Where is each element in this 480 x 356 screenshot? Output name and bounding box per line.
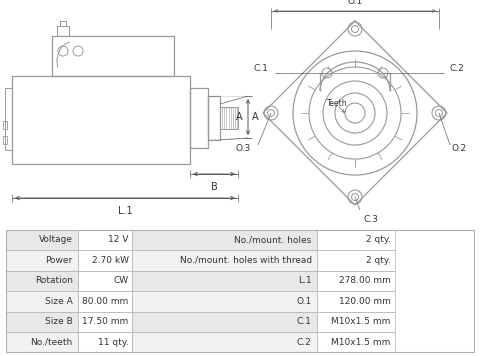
Bar: [78, 230, 132, 250]
Bar: [6, 230, 78, 250]
Bar: [132, 250, 317, 271]
Text: C.2: C.2: [450, 63, 465, 73]
Text: No./mount. holes: No./mount. holes: [234, 235, 312, 244]
Text: 11 qty.: 11 qty.: [98, 338, 129, 347]
Text: 120.00 mm: 120.00 mm: [339, 297, 391, 306]
Text: 278.00 mm: 278.00 mm: [339, 276, 391, 285]
Text: O.3: O.3: [235, 143, 250, 152]
Text: B: B: [211, 182, 217, 192]
Bar: [12, 76, 190, 164]
Text: A: A: [252, 112, 259, 122]
Bar: [132, 312, 317, 332]
Bar: [190, 88, 208, 148]
Text: Size B: Size B: [45, 317, 73, 326]
Text: Power: Power: [46, 256, 73, 265]
Text: C.1: C.1: [253, 63, 268, 73]
Bar: [52, 36, 174, 76]
Bar: [78, 271, 132, 291]
Bar: [132, 230, 317, 250]
Bar: [6, 332, 78, 352]
Text: M10x1.5 mm: M10x1.5 mm: [332, 338, 391, 347]
Bar: [317, 250, 395, 271]
Bar: [78, 332, 132, 352]
Bar: [208, 96, 220, 140]
Bar: [3, 136, 7, 144]
Bar: [132, 332, 317, 352]
Bar: [317, 312, 395, 332]
Bar: [5, 88, 12, 150]
Bar: [6, 291, 78, 312]
Text: Teeth: Teeth: [327, 99, 348, 108]
Text: C.3: C.3: [363, 215, 378, 224]
Bar: [78, 312, 132, 332]
Bar: [317, 291, 395, 312]
Text: O.2: O.2: [452, 143, 467, 152]
Text: 12 V: 12 V: [108, 235, 129, 244]
Bar: [6, 271, 78, 291]
Bar: [317, 271, 395, 291]
Text: Voltage: Voltage: [39, 235, 73, 244]
Text: C.2: C.2: [297, 338, 312, 347]
Bar: [78, 291, 132, 312]
Text: 2.70 kW: 2.70 kW: [92, 256, 129, 265]
Text: No./mount. holes with thread: No./mount. holes with thread: [180, 256, 312, 265]
Text: O.1: O.1: [297, 297, 312, 306]
Bar: [78, 250, 132, 271]
Text: M10x1.5 mm: M10x1.5 mm: [332, 317, 391, 326]
Text: 80.00 mm: 80.00 mm: [82, 297, 129, 306]
Text: O.1: O.1: [348, 0, 362, 6]
Text: Rotation: Rotation: [35, 276, 73, 285]
Text: L.1: L.1: [118, 206, 132, 216]
Bar: [317, 332, 395, 352]
Bar: [6, 312, 78, 332]
Bar: [132, 271, 317, 291]
Text: CW: CW: [113, 276, 129, 285]
Text: No./teeth: No./teeth: [31, 338, 73, 347]
Bar: [3, 121, 7, 129]
Text: 2 qty.: 2 qty.: [366, 256, 391, 265]
Text: Size A: Size A: [45, 297, 73, 306]
Bar: [60, 21, 66, 26]
Bar: [220, 107, 238, 129]
Text: C.1: C.1: [297, 317, 312, 326]
Text: 17.50 mm: 17.50 mm: [82, 317, 129, 326]
Text: 2 qty.: 2 qty.: [366, 235, 391, 244]
Text: L.1: L.1: [298, 276, 312, 285]
Text: A: A: [236, 112, 243, 122]
Bar: [317, 230, 395, 250]
Bar: [6, 250, 78, 271]
Bar: [57, 26, 69, 36]
Bar: [132, 291, 317, 312]
